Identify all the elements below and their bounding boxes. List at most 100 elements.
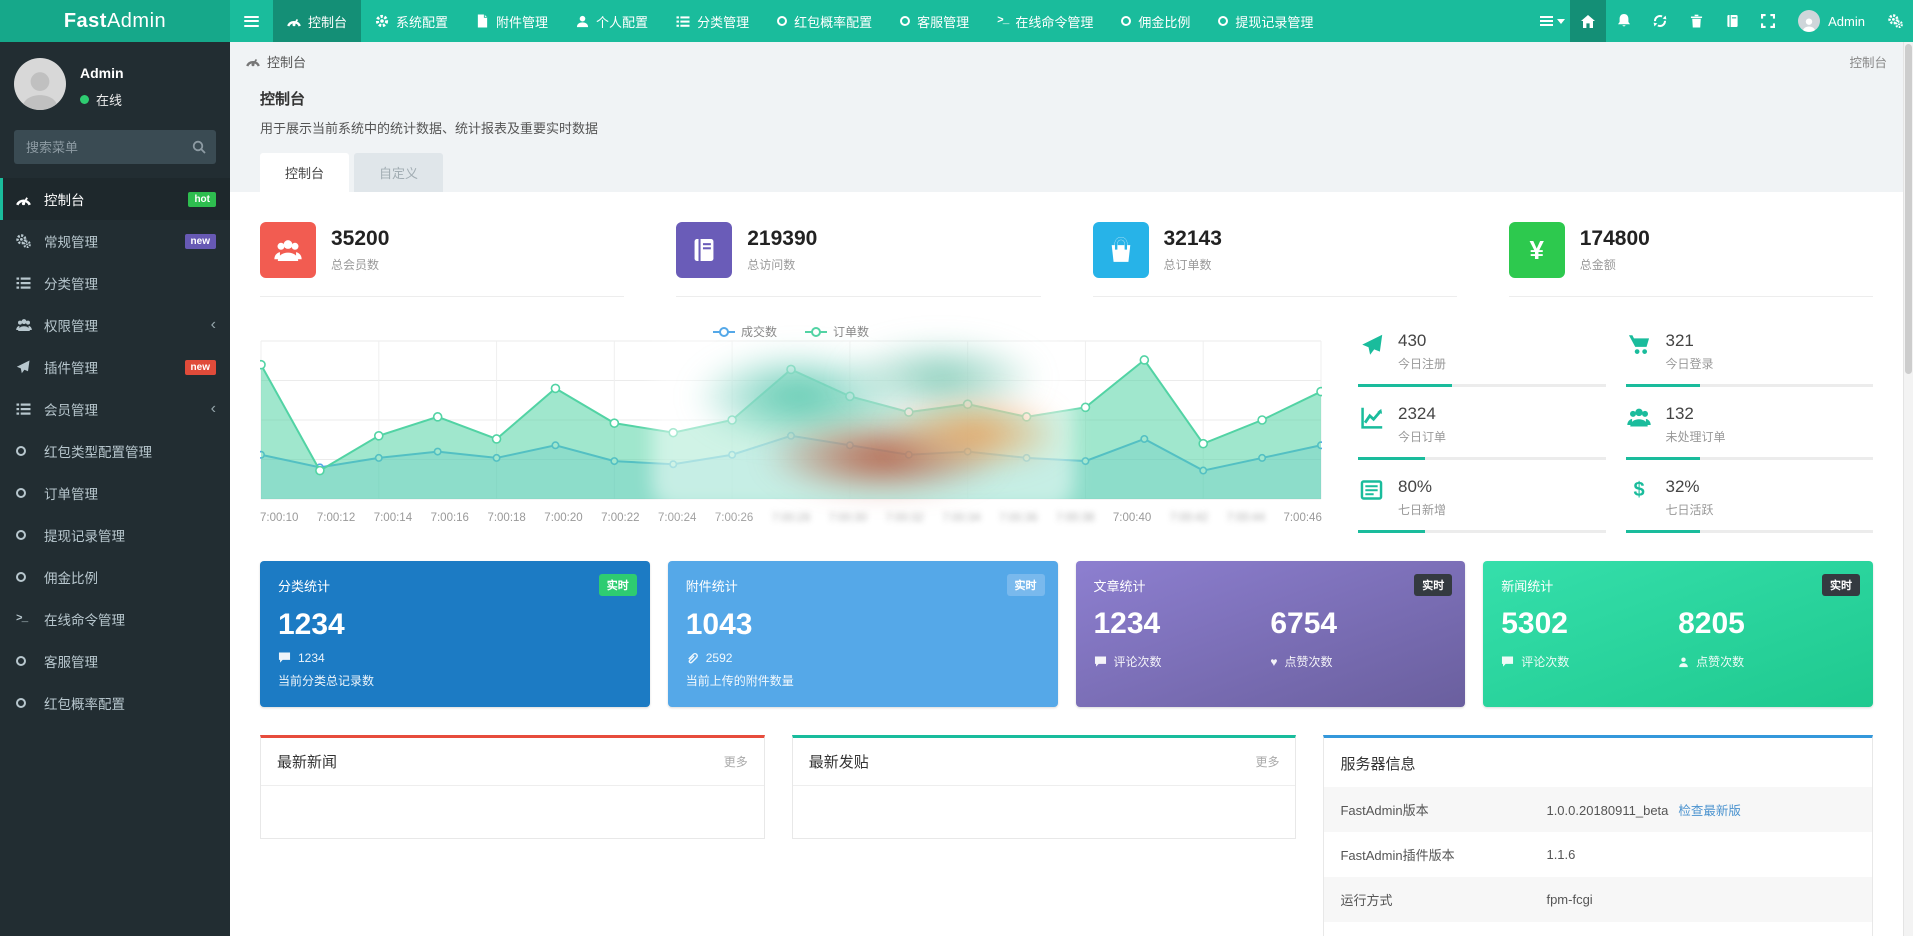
refresh-button[interactable] xyxy=(1642,0,1678,42)
file-icon xyxy=(477,14,488,28)
progress-fill xyxy=(1358,384,1453,387)
dashboard-icon xyxy=(16,192,40,207)
realtime-badge[interactable]: 实时 xyxy=(1822,574,1860,596)
progress-track xyxy=(1358,384,1606,387)
docs-button[interactable] xyxy=(1714,0,1750,42)
progress-fill xyxy=(1358,530,1425,533)
admin-profile-menu[interactable]: Admin xyxy=(1786,10,1877,32)
sidebar-item-plugins[interactable]: 插件管理 new xyxy=(0,346,230,388)
sidebar-item-orders[interactable]: 订单管理 xyxy=(0,472,230,514)
x-axis-label: 7:00:40 xyxy=(1112,512,1152,524)
topnav-item-categories[interactable]: 分类管理 xyxy=(662,0,763,42)
legend-marker xyxy=(712,326,735,337)
fullscreen-button[interactable] xyxy=(1750,0,1786,42)
sidebar-item-label: 客服管理 xyxy=(44,655,98,670)
yen-icon: ¥ xyxy=(1508,222,1565,278)
area-chart-canvas[interactable] xyxy=(260,335,1322,507)
tab-custom[interactable]: 自定义 xyxy=(354,153,444,192)
table-row: FastAdmin版本 1.0.0.20180911_beta 检查最新版 xyxy=(1324,787,1872,832)
sidebar-item-dashboard[interactable]: 控制台 hot xyxy=(0,178,230,220)
users-icon xyxy=(260,222,316,278)
card-news-stats: 新闻统计 实时 5302 评论次数 8205 点赞次数 xyxy=(1483,561,1873,707)
topnav-item-redpacket-probability[interactable]: 红包概率配置 xyxy=(763,0,886,42)
progress-fill xyxy=(1625,384,1700,387)
sidebar-item-withdraw-records[interactable]: 提现记录管理 xyxy=(0,514,230,556)
card-value: 1234 xyxy=(1093,607,1161,640)
sidebar-item-general[interactable]: 常规管理 new xyxy=(0,220,230,262)
settings-button[interactable] xyxy=(1877,0,1913,42)
notifications-button[interactable] xyxy=(1606,0,1642,42)
table-row: FastAdmin插件版本 1.1.6 xyxy=(1340,847,1576,863)
data-point xyxy=(1080,402,1091,413)
sidebar-item-redpacket-probability[interactable]: 红包概率配置 xyxy=(0,682,230,724)
check-latest-link[interactable]: 检查最新版 xyxy=(1678,804,1741,818)
search-icon[interactable] xyxy=(192,140,206,159)
sidebar-item-permissions[interactable]: 权限管理 ‹ xyxy=(0,304,230,346)
progress-track xyxy=(1625,530,1873,533)
heart-icon: ♥ xyxy=(1270,654,1278,669)
topnav-item-attachments[interactable]: 附件管理 xyxy=(462,0,562,42)
quick-menu-dropdown[interactable] xyxy=(1534,0,1570,42)
more-link[interactable]: 更多 xyxy=(723,755,748,769)
version-value: 1.0.0.20180911_beta xyxy=(1546,803,1669,818)
gear-icon xyxy=(375,14,389,28)
data-point xyxy=(668,427,679,438)
sidebar-item-label: 会员管理 xyxy=(44,403,98,418)
legend-item-deals[interactable]: 成交数 xyxy=(712,323,777,340)
scrollbar-thumb[interactable] xyxy=(1905,44,1912,374)
card-note: 当前分类总记录数 xyxy=(278,674,375,688)
sidebar-item-label: 分类管理 xyxy=(44,277,98,292)
caret-down-icon xyxy=(1556,18,1565,24)
card-title: 分类统计 xyxy=(278,579,331,594)
search-input[interactable] xyxy=(14,130,216,164)
panel-title: 最新新闻 xyxy=(277,754,338,771)
sidebar-item-online-command[interactable]: >_ 在线命令管理 xyxy=(0,598,230,640)
stat-total-visits: 219390 总访问数 xyxy=(676,222,1041,297)
list-icon xyxy=(16,402,40,416)
dashboard-icon xyxy=(246,58,260,67)
sidebar-toggle-button[interactable] xyxy=(230,0,273,42)
sidebar-item-redpacket-type[interactable]: 红包类型配置管理 xyxy=(0,430,230,472)
sidebar-item-members[interactable]: 会员管理 ‹ xyxy=(0,388,230,430)
online-status-label: 在线 xyxy=(96,93,123,108)
sidebar-item-label: 红包类型配置管理 xyxy=(44,445,152,460)
sidebar-item-label: 提现记录管理 xyxy=(44,529,125,544)
user-avatar[interactable] xyxy=(14,58,66,110)
topnav-item-system-config[interactable]: 系统配置 xyxy=(361,0,462,42)
breadcrumb-current[interactable]: 控制台 xyxy=(267,54,307,70)
data-point xyxy=(1139,355,1150,365)
stat-label: 总订单数 xyxy=(1163,258,1212,272)
data-point xyxy=(491,434,502,444)
tab-dashboard[interactable]: 控制台 xyxy=(260,153,350,192)
circle-icon xyxy=(16,488,40,498)
clear-cache-button[interactable] xyxy=(1678,0,1714,42)
home-button[interactable] xyxy=(1570,0,1607,42)
topnav-item-profile[interactable]: 个人配置 xyxy=(562,0,662,42)
x-axis-label: 7:00:44 xyxy=(1226,512,1265,524)
realtime-badge[interactable]: 实时 xyxy=(598,574,637,596)
page-scrollbar[interactable] xyxy=(1903,42,1913,936)
mini-stat-today-orders: 2324 今日订单 xyxy=(1358,404,1606,460)
sidebar-item-categories[interactable]: 分类管理 xyxy=(0,262,230,304)
topnav-item-dashboard[interactable]: 控制台 xyxy=(273,0,362,42)
sidebar-item-commission-ratio[interactable]: 佣金比例 xyxy=(0,556,230,598)
sidebar-item-customer-service[interactable]: 客服管理 xyxy=(0,640,230,682)
topnav-item-online-command[interactable]: >_ 在线命令管理 xyxy=(983,0,1107,42)
card-attachment-stats: 附件统计 实时 1043 2592 当前上传的附件数量 xyxy=(667,561,1058,707)
x-axis-label: 7:00:34 xyxy=(942,512,981,524)
realtime-badge[interactable]: 实时 xyxy=(1006,574,1045,596)
progress-track xyxy=(1358,530,1606,533)
topnav-item-withdraw-records[interactable]: 提现记录管理 xyxy=(1204,0,1327,42)
legend-item-orders[interactable]: 订单数 xyxy=(805,323,869,340)
sidebar-item-label: 控制台 xyxy=(44,193,85,208)
line-chart-icon xyxy=(1358,404,1385,429)
more-link[interactable]: 更多 xyxy=(1255,755,1280,769)
topnav-item-customer-service[interactable]: 客服管理 xyxy=(886,0,983,42)
top-menu: 控制台 系统配置 附件管理 个人配置 分类管理 红包概率配置 客服管理 >_ 在线… xyxy=(230,0,1534,42)
new-badge: new xyxy=(184,359,216,375)
topnav-item-commission-ratio[interactable]: 佣金比例 xyxy=(1107,0,1204,42)
mini-stat-label: 今日注册 xyxy=(1398,357,1447,371)
brand-logo[interactable]: FastAdmin xyxy=(0,0,230,42)
realtime-badge[interactable]: 实时 xyxy=(1414,574,1453,596)
sidebar-user-panel: Admin 在线 xyxy=(0,42,230,122)
